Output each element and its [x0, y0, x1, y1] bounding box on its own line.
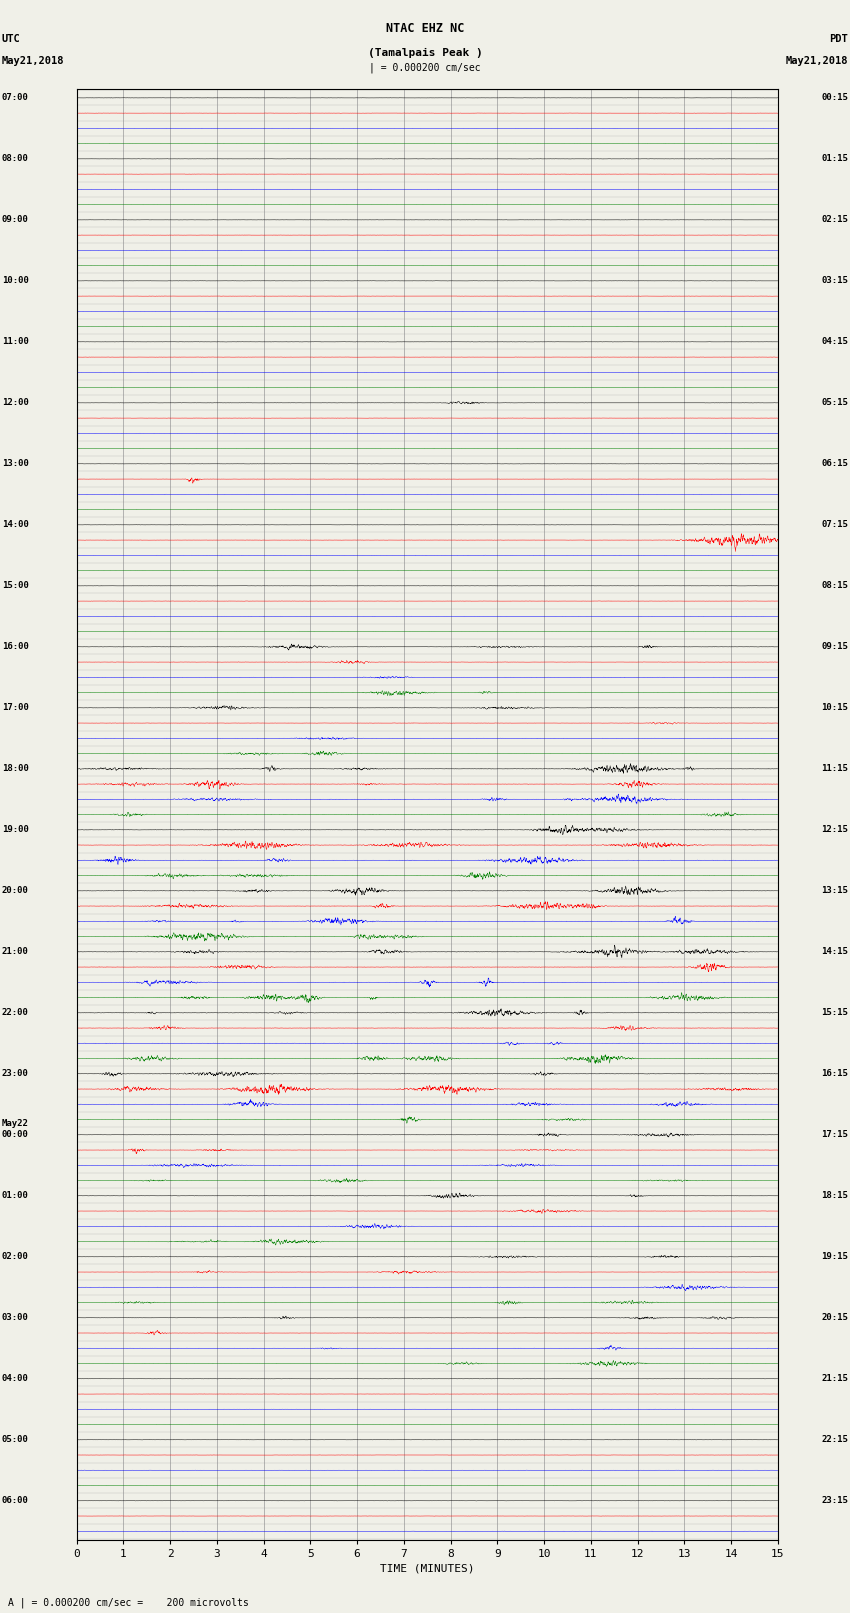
Text: 14:15: 14:15 [821, 947, 848, 957]
Text: 11:00: 11:00 [2, 337, 29, 347]
Text: 15:00: 15:00 [2, 581, 29, 590]
Text: 02:00: 02:00 [2, 1252, 29, 1261]
Text: 02:15: 02:15 [821, 216, 848, 224]
Text: 19:15: 19:15 [821, 1252, 848, 1261]
Text: 05:00: 05:00 [2, 1436, 29, 1444]
Text: PDT: PDT [830, 34, 848, 44]
Text: May22: May22 [2, 1119, 29, 1129]
Text: 21:15: 21:15 [821, 1374, 848, 1384]
Text: 20:00: 20:00 [2, 886, 29, 895]
Text: 18:00: 18:00 [2, 765, 29, 773]
Text: 12:15: 12:15 [821, 826, 848, 834]
Text: May21,2018: May21,2018 [785, 56, 848, 66]
Text: 04:00: 04:00 [2, 1374, 29, 1384]
Text: 11:15: 11:15 [821, 765, 848, 773]
Text: 08:00: 08:00 [2, 155, 29, 163]
Text: 13:00: 13:00 [2, 460, 29, 468]
Text: 17:15: 17:15 [821, 1131, 848, 1139]
Text: A | = 0.000200 cm/sec =    200 microvolts: A | = 0.000200 cm/sec = 200 microvolts [8, 1597, 249, 1608]
Text: 03:00: 03:00 [2, 1313, 29, 1323]
Text: 08:15: 08:15 [821, 581, 848, 590]
Text: 23:15: 23:15 [821, 1497, 848, 1505]
Text: 10:00: 10:00 [2, 276, 29, 286]
Text: 12:00: 12:00 [2, 398, 29, 408]
Text: 06:15: 06:15 [821, 460, 848, 468]
Text: 01:15: 01:15 [821, 155, 848, 163]
Text: 14:00: 14:00 [2, 521, 29, 529]
Text: 17:00: 17:00 [2, 703, 29, 713]
Text: 19:00: 19:00 [2, 826, 29, 834]
Text: 00:00: 00:00 [2, 1131, 29, 1139]
Text: 15:15: 15:15 [821, 1008, 848, 1018]
Text: 00:15: 00:15 [821, 94, 848, 102]
Text: 09:00: 09:00 [2, 216, 29, 224]
Text: May21,2018: May21,2018 [2, 56, 65, 66]
Text: 21:00: 21:00 [2, 947, 29, 957]
Text: 04:15: 04:15 [821, 337, 848, 347]
Text: NTAC EHZ NC: NTAC EHZ NC [386, 23, 464, 35]
Text: 07:00: 07:00 [2, 94, 29, 102]
Text: 03:15: 03:15 [821, 276, 848, 286]
Text: 01:00: 01:00 [2, 1192, 29, 1200]
X-axis label: TIME (MINUTES): TIME (MINUTES) [380, 1563, 474, 1574]
Text: 16:15: 16:15 [821, 1069, 848, 1079]
Text: 22:15: 22:15 [821, 1436, 848, 1444]
Text: 10:15: 10:15 [821, 703, 848, 713]
Text: 05:15: 05:15 [821, 398, 848, 408]
Text: 20:15: 20:15 [821, 1313, 848, 1323]
Text: 06:00: 06:00 [2, 1497, 29, 1505]
Text: 13:15: 13:15 [821, 886, 848, 895]
Text: UTC: UTC [2, 34, 20, 44]
Text: 09:15: 09:15 [821, 642, 848, 652]
Text: | = 0.000200 cm/sec: | = 0.000200 cm/sec [369, 63, 481, 74]
Text: (Tamalpais Peak ): (Tamalpais Peak ) [367, 48, 483, 58]
Text: 22:00: 22:00 [2, 1008, 29, 1018]
Text: 16:00: 16:00 [2, 642, 29, 652]
Text: 23:00: 23:00 [2, 1069, 29, 1079]
Text: 07:15: 07:15 [821, 521, 848, 529]
Text: 18:15: 18:15 [821, 1192, 848, 1200]
